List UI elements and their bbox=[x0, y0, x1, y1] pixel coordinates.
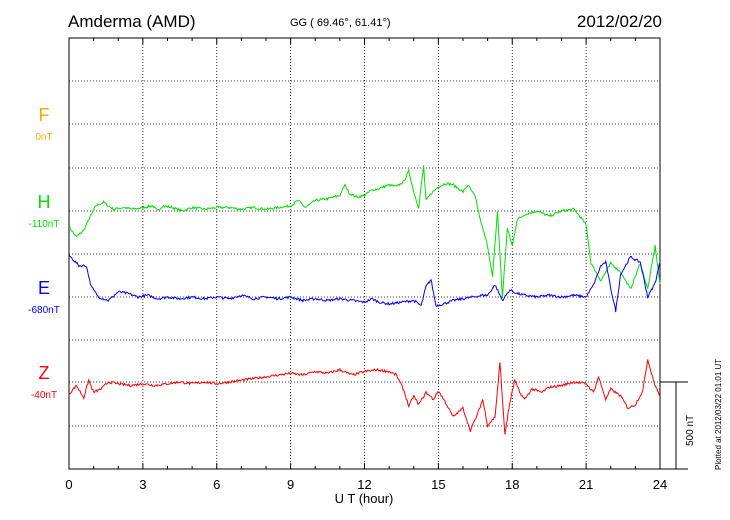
station-title: Amderma (AMD) bbox=[68, 12, 196, 31]
series-name-e: E bbox=[38, 278, 50, 298]
x-tick-label: 15 bbox=[431, 477, 445, 492]
series-baseline-e: -680nT bbox=[28, 305, 60, 316]
x-tick-label: 18 bbox=[505, 477, 519, 492]
x-tick-label: 12 bbox=[357, 477, 371, 492]
series-lines bbox=[68, 165, 661, 435]
series-labels: F 0nT H -110nT E -680nT Z -40nT bbox=[28, 105, 60, 401]
series-baseline-f: 0nT bbox=[35, 132, 52, 143]
series-baseline-z: -40nT bbox=[31, 390, 57, 401]
x-tick-label: 0 bbox=[65, 477, 72, 492]
x-tick-label: 3 bbox=[139, 477, 146, 492]
series-name-f: F bbox=[39, 105, 50, 125]
scale-bar: 500 nT bbox=[660, 381, 696, 470]
date-label: 2012/02/20 bbox=[576, 12, 662, 31]
x-tick-label: 24 bbox=[653, 477, 667, 492]
x-tick-label: 21 bbox=[579, 477, 593, 492]
scale-bar-label: 500 nT bbox=[685, 415, 696, 446]
x-ticks: 0 3 6 9 12 15 18 21 24 bbox=[65, 38, 667, 492]
series-name-z: Z bbox=[39, 363, 50, 383]
x-tick-label: 9 bbox=[287, 477, 294, 492]
grid-lines bbox=[69, 38, 660, 469]
series-line-z bbox=[68, 359, 661, 435]
series-baseline-h: -110nT bbox=[29, 219, 60, 230]
coordinates-label: GG ( 69.46°, 61.41°) bbox=[290, 17, 391, 29]
series-name-h: H bbox=[38, 192, 51, 212]
x-tick-label: 6 bbox=[213, 477, 220, 492]
x-axis-label: U T (hour) bbox=[335, 491, 394, 506]
series-line-e bbox=[68, 253, 661, 313]
series-line-h bbox=[68, 165, 661, 299]
